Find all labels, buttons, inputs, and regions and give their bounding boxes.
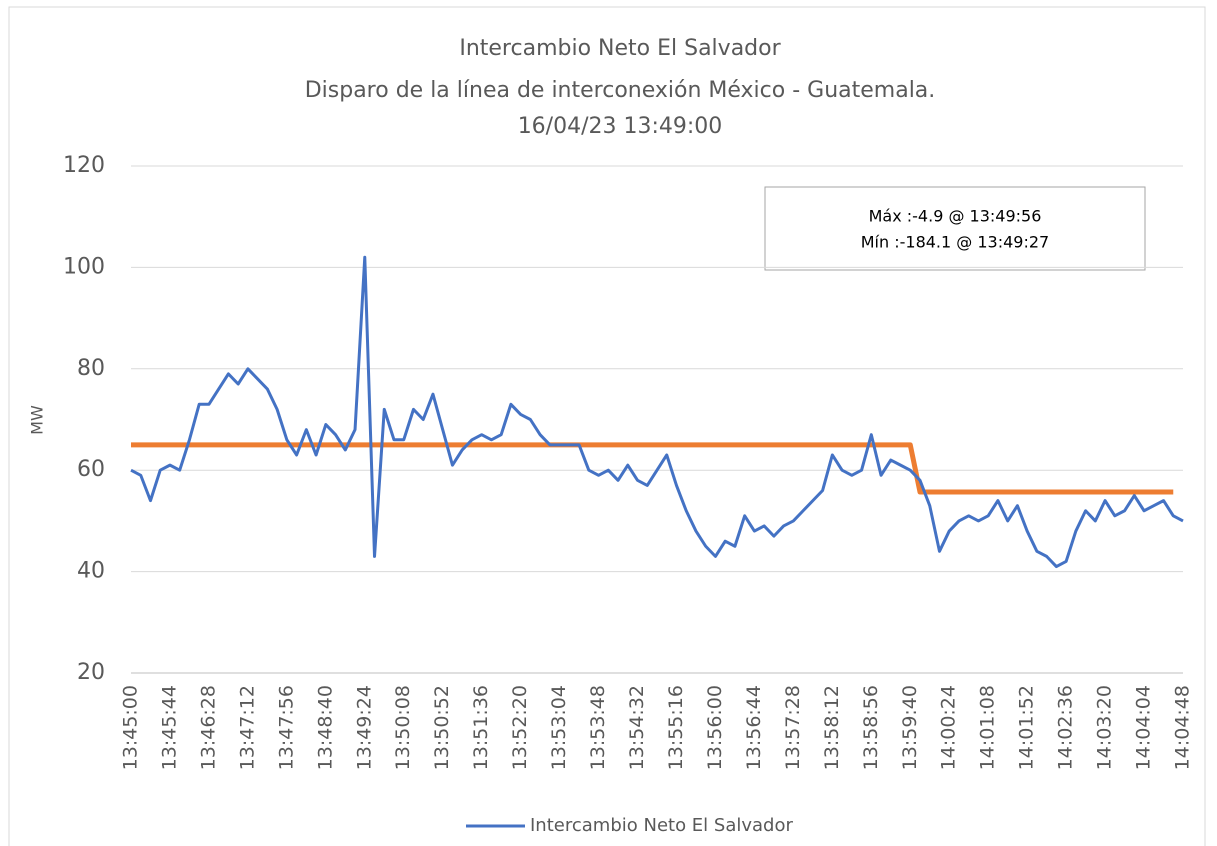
x-tick-label: 14:01:08 xyxy=(977,685,999,770)
y-tick-label: 60 xyxy=(77,457,105,482)
x-tick-label: 14:00:24 xyxy=(938,685,960,770)
y-tick-label: 120 xyxy=(63,153,105,178)
chart-frame xyxy=(8,6,1206,846)
x-tick-label: 13:58:56 xyxy=(860,685,882,770)
annotation: Máx :-4.9 @ 13:49:56 xyxy=(869,207,1042,226)
chart-title: Intercambio Neto El Salvador xyxy=(459,36,781,61)
x-tick-label: 13:47:12 xyxy=(236,685,258,770)
annotation: Mín :-184.1 @ 13:49:27 xyxy=(861,233,1049,252)
x-tick-label: 13:45:44 xyxy=(158,685,180,770)
x-tick-label: 13:48:40 xyxy=(314,685,336,770)
x-tick-label: 13:52:20 xyxy=(509,685,531,770)
x-tick-label: 13:57:28 xyxy=(782,685,804,770)
y-axis-label: MW xyxy=(28,405,47,435)
series-line xyxy=(130,255,1184,569)
x-tick-label: 14:04:04 xyxy=(1133,685,1155,770)
x-tick-label: 13:59:40 xyxy=(899,685,921,770)
x-tick-label: 13:49:24 xyxy=(353,685,375,770)
y-tick-label: 100 xyxy=(63,254,105,279)
x-tick-label: 13:50:52 xyxy=(431,685,453,770)
y-tick-label: 40 xyxy=(77,559,105,584)
x-tick-label: 13:47:56 xyxy=(275,685,297,770)
x-tick-label: 13:50:08 xyxy=(392,685,414,770)
y-tick-label: 20 xyxy=(77,660,105,685)
x-tick-label: 13:54:32 xyxy=(626,685,648,770)
x-tick-label: 14:02:36 xyxy=(1055,685,1077,770)
annotation-box xyxy=(764,186,1146,271)
y-tick-label: 80 xyxy=(77,356,105,381)
x-tick-label: 13:53:04 xyxy=(548,685,570,770)
series-line xyxy=(131,442,1174,495)
x-tick-label: 13:55:16 xyxy=(665,685,687,770)
legend-label: Intercambio Neto El Salvador xyxy=(530,815,793,836)
x-tick-label: 13:53:48 xyxy=(587,685,609,770)
x-tick-label: 14:03:20 xyxy=(1094,685,1116,770)
x-tick-label: 13:58:12 xyxy=(821,685,843,770)
chart-subtitle: 16/04/23 13:49:00 xyxy=(518,114,723,139)
x-tick-label: 13:56:44 xyxy=(743,685,765,770)
x-tick-label: 13:45:00 xyxy=(120,685,142,770)
x-tick-label: 13:51:36 xyxy=(470,685,492,770)
x-tick-label: 14:01:52 xyxy=(1016,685,1038,770)
chart-subtitle: Disparo de la línea de interconexión Méx… xyxy=(305,78,936,103)
x-tick-label: 13:46:28 xyxy=(197,685,219,770)
x-tick-label: 13:56:00 xyxy=(704,685,726,770)
x-tick-label: 14:04:48 xyxy=(1172,685,1194,770)
